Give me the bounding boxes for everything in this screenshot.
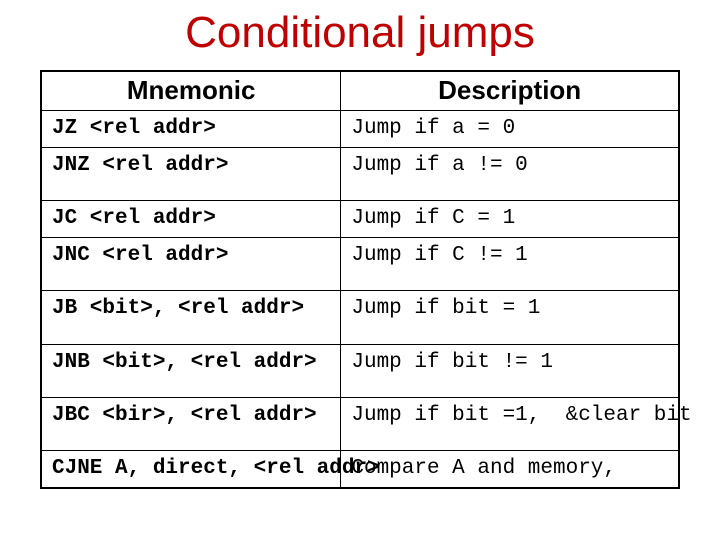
table-row: JNZ <rel addr>Jump if a != 0	[41, 148, 679, 201]
description-cell: Jump if C != 1	[341, 238, 679, 291]
table-row: JNC <rel addr>Jump if C != 1	[41, 238, 679, 291]
page-title: Conditional jumps	[0, 0, 720, 70]
table-row: JZ <rel addr>Jump if a = 0	[41, 110, 679, 147]
jumps-table: Mnemonic Description JZ <rel addr>Jump i…	[40, 70, 680, 489]
table-header-row: Mnemonic Description	[41, 71, 679, 110]
mnemonic-cell: JZ <rel addr>	[41, 110, 341, 147]
mnemonic-cell: JC <rel addr>	[41, 201, 341, 238]
mnemonic-cell: JB <bit>, <rel addr>	[41, 291, 341, 344]
table-row: JNB <bit>, <rel addr>Jump if bit != 1	[41, 344, 679, 397]
mnemonic-cell: CJNE A, direct, <rel addr>	[41, 450, 341, 488]
mnemonic-cell: JNB <bit>, <rel addr>	[41, 344, 341, 397]
mnemonic-cell: JNC <rel addr>	[41, 238, 341, 291]
table-container: Mnemonic Description JZ <rel addr>Jump i…	[0, 70, 720, 489]
col-header-description: Description	[341, 71, 679, 110]
description-cell: Compare A and memory,	[341, 450, 679, 488]
description-cell: Jump if C = 1	[341, 201, 679, 238]
description-cell: Jump if a = 0	[341, 110, 679, 147]
table-row: CJNE A, direct, <rel addr>Compare A and …	[41, 450, 679, 488]
table-row: JB <bit>, <rel addr>Jump if bit = 1	[41, 291, 679, 344]
description-cell: Jump if a != 0	[341, 148, 679, 201]
table-row: JBC <bir>, <rel addr>Jump if bit =1, &cl…	[41, 397, 679, 450]
col-header-mnemonic: Mnemonic	[41, 71, 341, 110]
description-cell: Jump if bit = 1	[341, 291, 679, 344]
description-cell: Jump if bit != 1	[341, 344, 679, 397]
mnemonic-cell: JBC <bir>, <rel addr>	[41, 397, 341, 450]
mnemonic-cell: JNZ <rel addr>	[41, 148, 341, 201]
table-row: JC <rel addr>Jump if C = 1	[41, 201, 679, 238]
description-cell: Jump if bit =1, &clear bit	[341, 397, 679, 450]
